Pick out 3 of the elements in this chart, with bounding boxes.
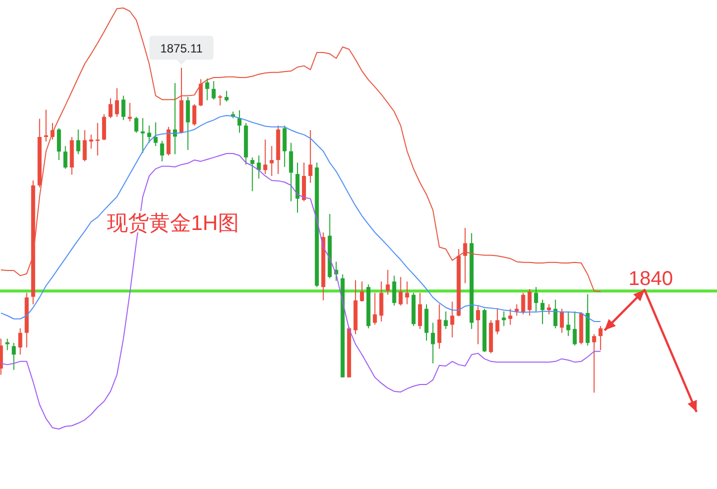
annotation: 1875.11 (160, 41, 204, 56)
text: 1840 (628, 268, 674, 290)
annotation: 1875.11 (149, 36, 214, 65)
